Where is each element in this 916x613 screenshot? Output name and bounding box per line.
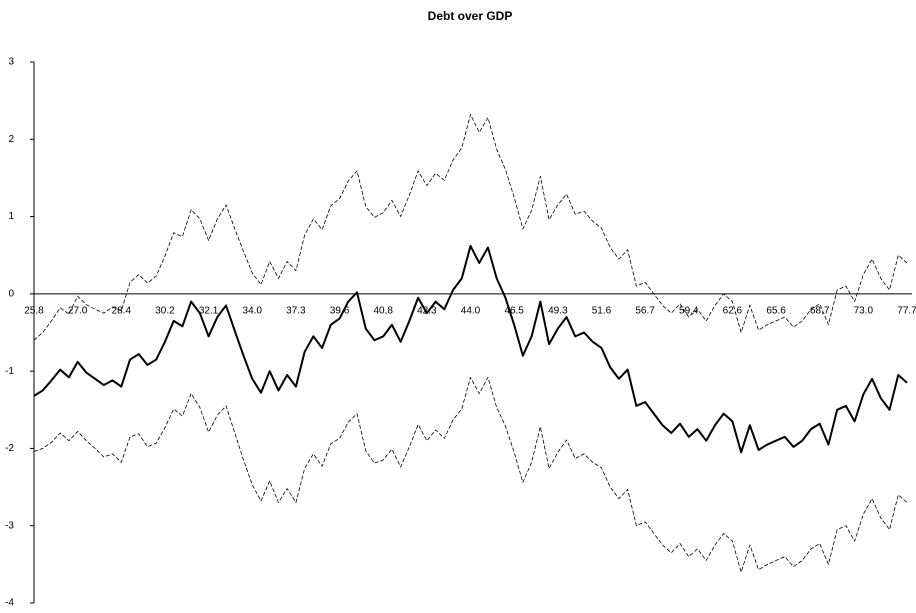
- y-tick-label: 1: [8, 211, 14, 222]
- y-tick-label: -2: [5, 443, 14, 454]
- series-line: [33, 376, 908, 573]
- y-tick-label: 3: [8, 57, 14, 68]
- x-tick-label: 51.6: [592, 305, 612, 316]
- x-tick-label: 30.2: [155, 305, 175, 316]
- x-tick-label: 25.8: [24, 305, 44, 316]
- x-tick-label: 28.4: [112, 305, 132, 316]
- y-tick-label: -1: [5, 366, 14, 377]
- x-tick-label: 37.3: [286, 305, 306, 316]
- x-tick-label: 73.0: [854, 305, 874, 316]
- x-tick-label: 34.0: [243, 305, 263, 316]
- x-tick-label: 77.7: [897, 305, 916, 316]
- x-tick-label: 32.1: [199, 305, 219, 316]
- x-tick-label: 68.7: [810, 305, 830, 316]
- x-tick-label: 46.5: [504, 305, 524, 316]
- x-tick-label: 44.0: [461, 305, 481, 316]
- x-tick-label: 59.4: [679, 305, 699, 316]
- x-tick-label: 42.3: [417, 305, 437, 316]
- x-tick-label: 62.6: [723, 305, 743, 316]
- x-tick-label: 56.7: [635, 305, 655, 316]
- y-tick-label: 0: [8, 288, 14, 299]
- y-tick-label: -4: [5, 598, 14, 609]
- series-line: [33, 244, 908, 454]
- chart-title: Debt over GDP: [428, 9, 513, 23]
- y-tick-label: -3: [5, 520, 14, 531]
- x-tick-label: 27.0: [68, 305, 88, 316]
- x-tick-label: 40.8: [373, 305, 393, 316]
- x-tick-label: 39.6: [330, 305, 350, 316]
- x-tick-label: 49.3: [548, 305, 568, 316]
- y-tick-label: 2: [8, 134, 14, 145]
- series-line: [33, 114, 908, 341]
- x-tick-label: 65.6: [766, 305, 786, 316]
